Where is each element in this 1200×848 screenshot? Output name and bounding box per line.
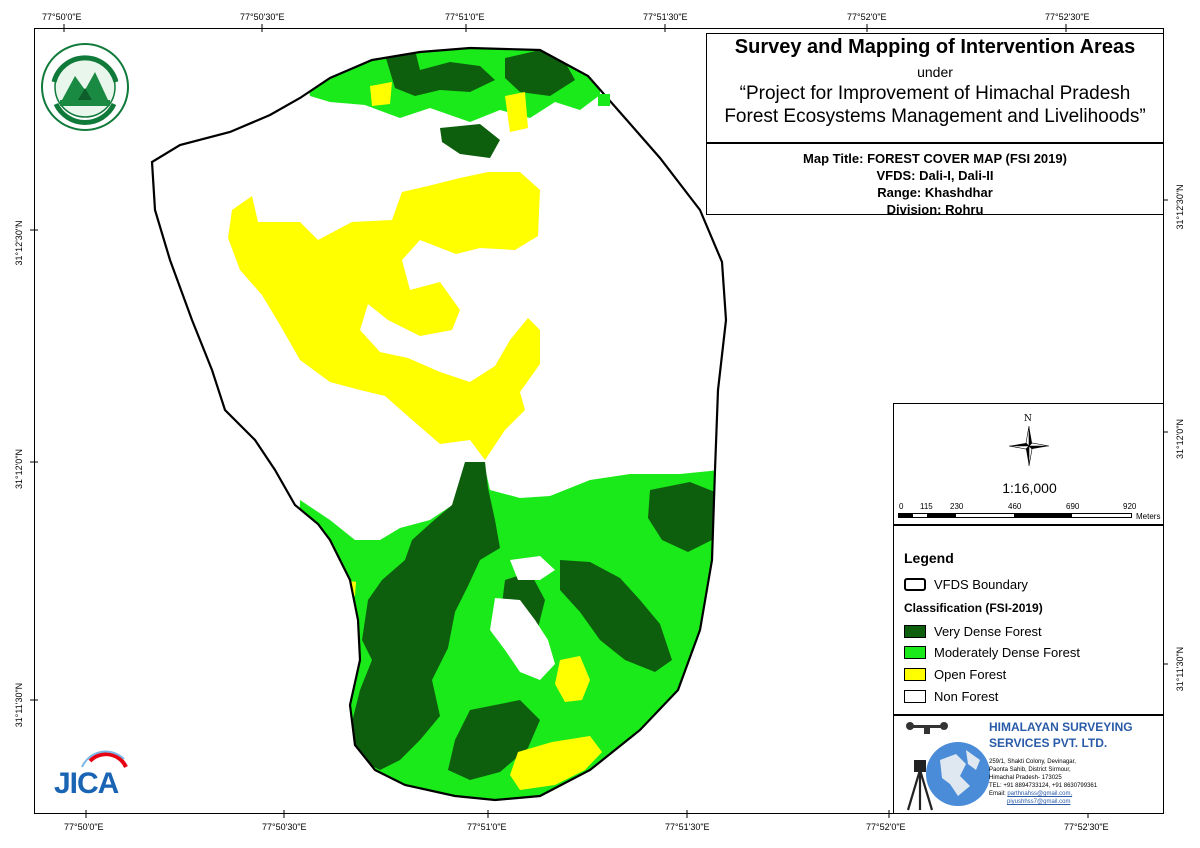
email-line: Email: parthnahss@gmail.com,: [989, 790, 1097, 798]
forest-emblem-icon: [41, 43, 129, 131]
legend-title: Legend: [904, 550, 954, 566]
scale-bar: 0 115 230 460 690 920 Meters: [898, 502, 1160, 522]
north-label: N: [1024, 414, 1032, 424]
vfds-name: VFDS: Dali-I, Dali-II: [876, 168, 994, 183]
very-dense-forest-south-4: [448, 700, 540, 780]
company-address: 259/1, Shakti Colony, Devinagar, Paonta …: [989, 758, 1097, 806]
under-text: under: [917, 64, 953, 80]
scale-ratio: 1:16,000: [1002, 480, 1057, 496]
lon-label-top: 77°50'0"E: [42, 12, 82, 22]
lon-label-top: 77°52'0"E: [847, 12, 887, 22]
open-forest-middle: [228, 172, 540, 460]
very-dense-forest-south: [350, 462, 500, 770]
legend-label: Moderately Dense Forest: [934, 645, 1080, 660]
scale-label: 690: [1066, 502, 1080, 511]
legend-item-boundary: VFDS Boundary: [904, 577, 1028, 592]
forest-department-logo: [40, 42, 130, 132]
lon-label-bottom: 77°50'30"E: [262, 822, 307, 832]
lon-label-bottom: 77°51'0"E: [467, 822, 507, 832]
map-info-panel: Map Title: FOREST COVER MAP (FSI 2019) V…: [706, 143, 1164, 217]
email-label: Email:: [989, 791, 1006, 797]
lon-label-bottom: 77°51'30"E: [665, 822, 710, 832]
lon-label-top: 77°51'30"E: [643, 12, 688, 22]
scale-label: 920: [1123, 502, 1137, 511]
legend-item-very-dense: Very Dense Forest: [904, 624, 1042, 639]
jica-swoosh-icon: [81, 750, 128, 768]
lon-label-top: 77°52'30"E: [1045, 12, 1090, 22]
lon-label-bottom: 77°52'0"E: [866, 822, 906, 832]
survey-equipment-globe-icon: [906, 722, 990, 811]
very-dense-swatch: [904, 625, 926, 638]
project-title-line1: “Project for Improvement of Himachal Pra…: [739, 83, 1131, 104]
lon-label-top: 77°50'30"E: [240, 12, 285, 22]
legend-label: Non Forest: [934, 689, 999, 704]
scale-label: 230: [950, 502, 964, 511]
open-forest-south: [510, 736, 602, 790]
very-dense-forest-north: [385, 50, 495, 96]
survey-title: Survey and Mapping of Intervention Areas: [734, 36, 1136, 58]
division-name: Division: Rohru: [886, 202, 984, 217]
phone-line: TEL: +91 8894733124, +91 8630799361: [989, 783, 1098, 789]
non-forest-clearing: [490, 598, 555, 680]
open-forest-swatch: [904, 668, 926, 681]
legend-panel: Legend VFDS Boundary Classification (FSI…: [893, 525, 1164, 715]
map-title: Map Title: FOREST COVER MAP (FSI 2019): [803, 151, 1067, 166]
non-forest-clearing-2: [510, 556, 555, 580]
classification-title: Classification (FSI-2019): [904, 601, 1043, 615]
lon-label-bottom: 77°52'30"E: [1064, 822, 1109, 832]
scale-panel: N 1:16,000 0 115 230 460 690 920 Meters: [893, 403, 1164, 525]
scale-bar-graphic: [898, 513, 1132, 518]
company-panel: HIMALAYAN SURVEYING SERVICES PVT. LTD. 2…: [893, 715, 1164, 814]
email-link[interactable]: piyushhss7@gmail.com: [1007, 799, 1071, 805]
email-line: piyushhss7@gmail.com: [989, 798, 1097, 806]
scale-unit: Meters: [1136, 512, 1161, 521]
very-dense-forest-south-3: [648, 482, 715, 552]
north-arrow-icon: [1008, 425, 1050, 467]
very-dense-forest-north-3: [440, 124, 500, 158]
scale-label: 115: [920, 502, 933, 511]
header-panel: Survey and Mapping of Intervention Areas…: [706, 33, 1164, 143]
moderately-dense-swatch: [904, 646, 926, 659]
address-line: 259/1, Shakti Colony, Devinagar,: [989, 759, 1076, 765]
legend-label: Open Forest: [934, 667, 1007, 682]
non-forest-swatch: [904, 690, 926, 703]
legend-label: Very Dense Forest: [934, 624, 1042, 639]
lon-label-top: 77°51'0"E: [445, 12, 485, 22]
jica-logo: JICA: [52, 745, 132, 805]
company-name-line2: SERVICES PVT. LTD.: [989, 736, 1108, 750]
open-forest-small-2: [505, 92, 528, 132]
address-line: Paonta Sahib, District Sirmour,: [989, 767, 1071, 773]
legend-item-non-forest: Non Forest: [904, 689, 998, 704]
very-dense-forest-north-2: [505, 50, 575, 96]
legend-item-open: Open Forest: [904, 667, 1006, 682]
range-name: Range: Khashdhar: [877, 185, 993, 200]
scale-label: 460: [1008, 502, 1022, 511]
outlier-patch: [598, 94, 610, 106]
lon-label-bottom: 77°50'0"E: [64, 822, 104, 832]
company-name-line1: HIMALAYAN SURVEYING: [989, 720, 1133, 734]
boundary-swatch: [904, 578, 926, 591]
open-forest-small: [370, 82, 392, 106]
legend-label: VFDS Boundary: [934, 577, 1028, 592]
jica-text: JICA: [54, 767, 119, 800]
scale-label: 0: [899, 502, 904, 511]
address-line: Himachal Pradesh- 173025: [989, 775, 1062, 781]
email-link[interactable]: parthnahss@gmail.com,: [1007, 791, 1073, 797]
open-forest-south-2: [555, 656, 590, 702]
project-title-line2: Forest Ecosystems Management and Livelih…: [724, 106, 1146, 127]
very-dense-forest-south-2: [560, 560, 672, 672]
legend-item-moderately-dense: Moderately Dense Forest: [904, 645, 1080, 660]
